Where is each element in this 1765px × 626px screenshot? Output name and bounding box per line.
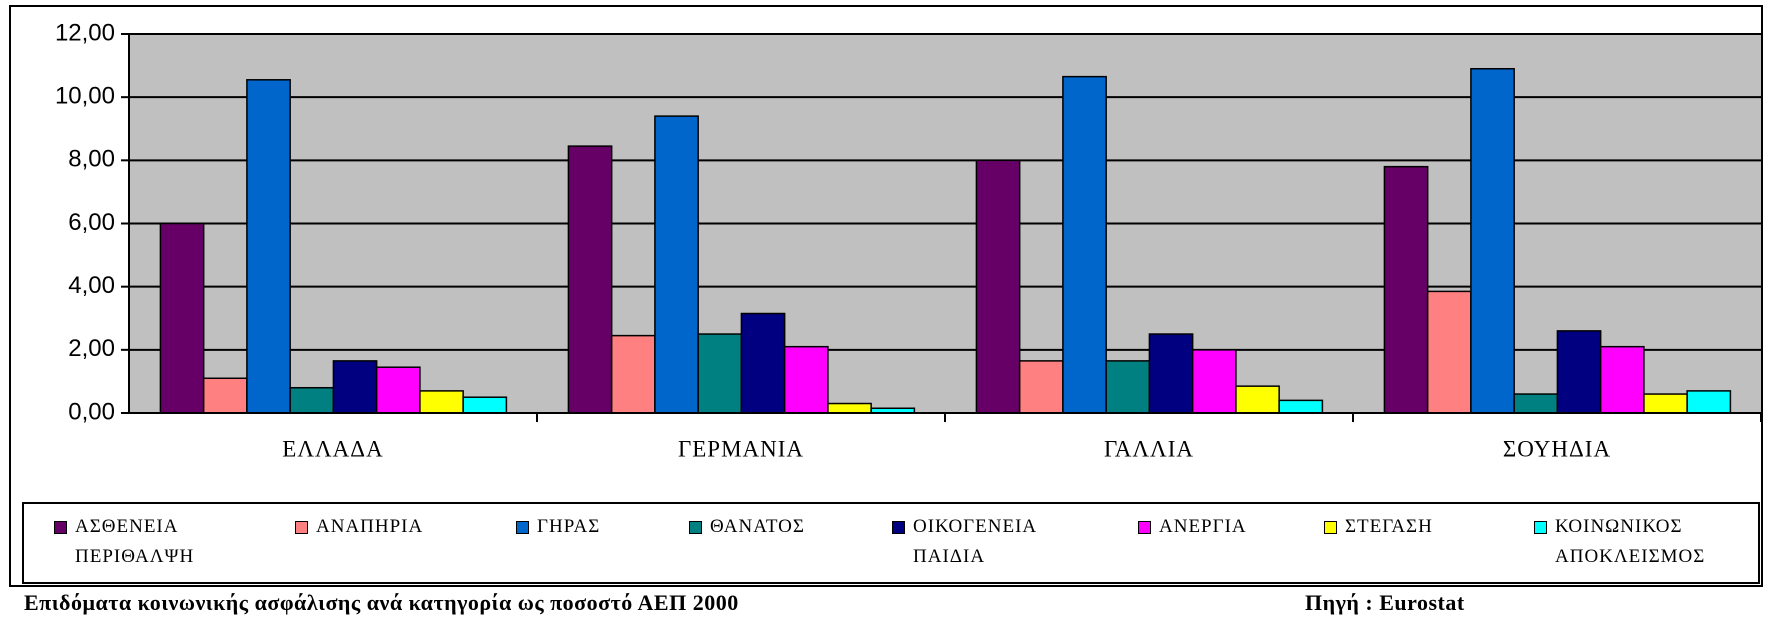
bar <box>975 159 1021 414</box>
legend-label: ΚΟΙΝΩΝΙΚΟΣ ΑΠΟΚΛΕΙΣΜΟΣ <box>1555 516 1706 567</box>
x-tick-label: ΣΟΥΗΔΙΑ <box>1503 436 1611 461</box>
bar <box>419 390 464 414</box>
bar <box>1470 67 1515 414</box>
bar <box>1513 393 1559 414</box>
legend-label: ΑΝΕΡΓΙΑ <box>1159 516 1247 537</box>
legend-item: ΑΝΑΠΗΡΙΑ <box>295 512 423 542</box>
bar <box>1556 330 1602 414</box>
bar <box>202 377 248 414</box>
bar <box>697 333 743 414</box>
y-tick-label: 2,00 <box>68 335 115 362</box>
bar <box>827 402 872 414</box>
bar <box>332 360 378 414</box>
legend-swatch <box>689 521 702 534</box>
bar <box>567 145 613 414</box>
bar <box>783 345 829 414</box>
y-tick-label: 0,00 <box>68 398 115 425</box>
y-tick-label: 12,00 <box>55 19 115 46</box>
legend-label: ΟΙΚΟΓΕΝΕΙΑ ΠΑΙΔΙΑ <box>913 516 1038 567</box>
legend-item: ΚΟΙΝΩΝΙΚΟΣ ΑΠΟΚΛΕΙΣΜΟΣ <box>1534 512 1705 572</box>
legend-item: ΑΣΘΕΝΕΙΑ ΠΕΡΙΘΑΛΨΗ <box>54 512 194 572</box>
legend-label: ΑΣΘΕΝΕΙΑ ΠΕΡΙΘΑΛΨΗ <box>75 516 195 567</box>
legend-swatch <box>295 521 308 534</box>
bar <box>610 334 656 414</box>
bar <box>375 366 421 414</box>
bar <box>654 115 699 414</box>
bar <box>1018 360 1064 414</box>
y-tick-label: 8,00 <box>68 146 115 173</box>
legend-swatch <box>516 521 529 534</box>
bar <box>1599 345 1645 414</box>
chart: 0,00 2,00 4,00 6,00 8,00 10,00 12,00 ΕΛΛΑΔΑ ΓΕΡΜ… <box>9 5 1763 587</box>
legend-label: ΘΑΝΑΤΟΣ <box>710 516 805 537</box>
bar <box>246 79 291 414</box>
bar <box>1426 290 1472 414</box>
bar <box>289 386 335 414</box>
x-tick-label: ΓΑΛΛΙΑ <box>1104 436 1194 461</box>
legend-item: ΟΙΚΟΓΕΝΕΙΑ ΠΑΙΔΙΑ <box>892 512 1037 572</box>
legend-label: ΓΗΡΑΣ <box>537 516 601 537</box>
legend-label: ΑΝΑΠΗΡΙΑ <box>316 516 424 537</box>
bar <box>1643 393 1688 414</box>
x-tick-label: ΓΕΡΜΑΝΙΑ <box>678 436 804 461</box>
caption: Επιδόματα κοινωνικής ασφάλισης ανά κατηγ… <box>24 590 739 615</box>
bar <box>1278 399 1324 414</box>
bar <box>1383 165 1429 414</box>
legend-swatch <box>892 521 905 534</box>
y-tick-label: 10,00 <box>55 83 115 110</box>
bar <box>1686 390 1732 414</box>
bar <box>1235 385 1280 414</box>
bar <box>1191 349 1237 414</box>
bar <box>1105 360 1151 414</box>
y-tick-label: 6,00 <box>68 209 115 236</box>
legend-swatch <box>1324 521 1337 534</box>
bar <box>462 396 508 414</box>
source: Πηγή : Eurostat <box>1305 590 1465 615</box>
legend: ΑΣΘΕΝΕΙΑ ΠΕΡΙΘΑΛΨΗ ΑΝΑΠΗΡΙΑ ΓΗΡΑΣ ΘΑΝΑΤΟΣ ΟΙ… <box>22 502 1760 584</box>
legend-item: ΣΤΕΓΑΣΗ <box>1324 512 1433 542</box>
legend-swatch <box>1138 521 1151 534</box>
legend-swatch <box>1534 521 1547 534</box>
legend-item: ΓΗΡΑΣ <box>516 512 600 542</box>
bar <box>1062 75 1107 414</box>
y-tick-label: 4,00 <box>68 272 115 299</box>
bar <box>740 312 786 414</box>
legend-label: ΣΤΕΓΑΣΗ <box>1345 516 1433 537</box>
legend-swatch <box>54 521 67 534</box>
x-tick-label: ΕΛΛΑΔΑ <box>282 436 383 461</box>
legend-item: ΑΝΕΡΓΙΑ <box>1138 512 1247 542</box>
bar <box>159 222 205 414</box>
bar <box>1148 333 1194 414</box>
legend-item: ΘΑΝΑΤΟΣ <box>689 512 805 542</box>
